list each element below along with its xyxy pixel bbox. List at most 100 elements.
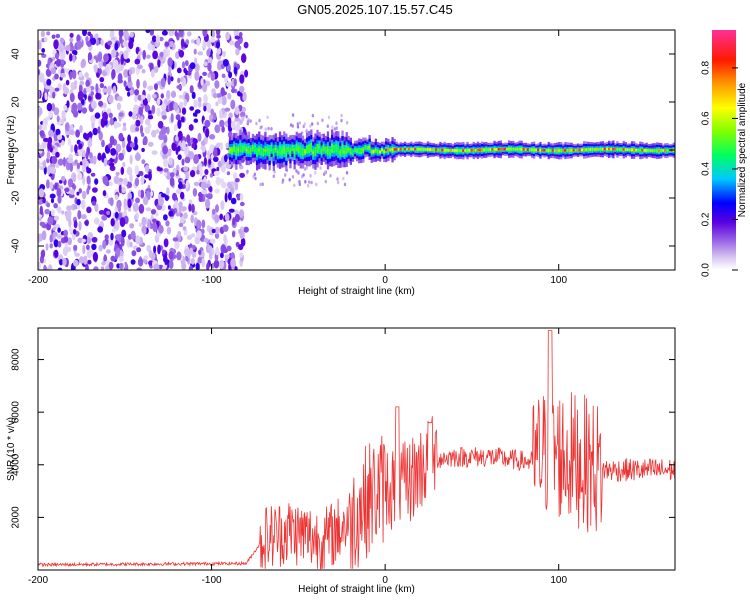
heatmap-cell (580, 148, 584, 152)
heatmap-cell (157, 120, 164, 129)
heatmap-cell (212, 147, 218, 158)
heatmap-cell (67, 178, 74, 188)
heatmap-cell (108, 261, 114, 270)
heatmap-cell (77, 237, 83, 244)
heatmap-cell (114, 211, 119, 219)
heatmap-cell (391, 148, 394, 151)
heatmap-cell (148, 249, 153, 259)
heatmap-cell (491, 148, 494, 151)
heatmap-cell (91, 200, 96, 206)
snr-series-line (38, 330, 675, 570)
heatmap-cell (181, 158, 185, 166)
heatmap-cell (71, 102, 78, 113)
heatmap-cell (44, 91, 48, 101)
heatmap-cell (196, 170, 201, 175)
heatmap-cell (206, 262, 210, 270)
heatmap-cell (165, 220, 170, 227)
heatmap-cell (123, 177, 128, 186)
heatmap-cell (220, 181, 227, 189)
heatmap-cell (194, 71, 200, 81)
heatmap-cell (85, 263, 89, 270)
heatmap-cell (311, 122, 314, 126)
heatmap-cell (75, 129, 80, 138)
heatmap-cell (134, 152, 141, 162)
heatmap-cell (57, 240, 62, 248)
heatmap-cell (197, 132, 202, 142)
heatmap-cell (235, 178, 240, 183)
heatmap-cell (297, 148, 300, 151)
heatmap-cell (174, 239, 180, 250)
heatmap-cell (189, 62, 196, 70)
heatmap-cell (227, 191, 232, 201)
heatmap-cell (239, 146, 242, 149)
heatmap-cell (175, 114, 181, 121)
heatmap-cell (126, 168, 132, 174)
heatmap-cell (528, 148, 532, 151)
heatmap-cell (220, 142, 224, 151)
heatmap-cell (535, 148, 538, 152)
heatmap-cell (86, 187, 90, 195)
heatmap-cell (100, 39, 104, 46)
heatmap-cell (231, 230, 236, 238)
heatmap-cell (57, 206, 62, 214)
heatmap-cell (138, 171, 144, 176)
heatmap-cell (190, 258, 195, 265)
heatmap-cell (142, 49, 146, 60)
heatmap-cell (49, 193, 56, 199)
heatmap-cell (41, 53, 47, 58)
heatmap-cell (204, 119, 211, 128)
heatmap-cell (637, 148, 640, 152)
heatmap-cell (381, 148, 384, 152)
heatmap-cell (79, 80, 85, 86)
heatmap-cell (150, 69, 155, 78)
heatmap-cell (428, 148, 432, 151)
heatmap-cell (228, 71, 233, 79)
heatmap-cell (140, 132, 145, 137)
heatmap-cell (366, 146, 369, 150)
heatmap-cell (134, 214, 137, 221)
heatmap-cell (260, 125, 263, 129)
heatmap-cell (202, 71, 208, 76)
heatmap-cell (107, 40, 112, 46)
heatmap-cell (51, 34, 56, 39)
snr-frame (37, 327, 676, 571)
heatmap-cell (152, 218, 157, 223)
heatmap-cell (234, 209, 239, 215)
heatmap-cell (340, 118, 343, 123)
colorbar-segment (712, 218, 736, 221)
heatmap-cell (230, 121, 236, 130)
heatmap-cell (177, 230, 182, 237)
heatmap-cell (187, 250, 191, 259)
heatmap-cell (99, 220, 104, 227)
colorbar-segment (712, 82, 736, 85)
heatmap-cell (168, 260, 174, 270)
colorbar-segment (712, 252, 736, 255)
heatmap-cell (655, 149, 659, 152)
heatmap-cell (267, 126, 270, 131)
heatmap-cell (187, 31, 192, 37)
colorbar-segment (712, 70, 736, 73)
heatmap-cell (55, 58, 61, 67)
heatmap-cell (162, 153, 168, 160)
heatmap-cell (131, 250, 137, 257)
heatmap-cell (222, 224, 229, 232)
heatmap-cell (562, 149, 565, 152)
heatmap-cell (43, 37, 48, 43)
heatmap-cell (141, 68, 146, 74)
heatmap-cell (258, 118, 261, 123)
heatmap-cell (73, 220, 78, 229)
heatmap-cell (82, 30, 87, 37)
heatmap-cell (188, 151, 195, 160)
heatmap-cell (645, 149, 648, 152)
heatmap-cell (255, 121, 258, 126)
y-tick-label: -40 (11, 238, 22, 253)
heatmap-cell (92, 251, 98, 262)
heatmap-cell (612, 147, 615, 151)
colorbar-segment (712, 130, 736, 133)
heatmap-cell (587, 148, 590, 151)
heatmap-cell (153, 245, 157, 254)
heatmap-cell (146, 218, 151, 229)
heatmap-cell (639, 148, 642, 152)
heatmap-cell (86, 244, 90, 251)
heatmap-cell (52, 91, 56, 99)
